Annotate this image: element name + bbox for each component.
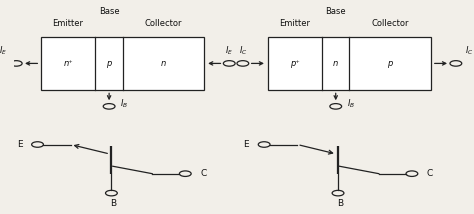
Text: $I_E$: $I_E$ — [0, 45, 7, 57]
Text: p⁺: p⁺ — [290, 59, 300, 68]
Text: C: C — [427, 169, 433, 178]
Text: B: B — [110, 199, 117, 208]
Text: E: E — [17, 140, 23, 149]
Text: n: n — [333, 59, 338, 68]
Text: $I_C$: $I_C$ — [238, 45, 247, 57]
Text: $I_B$: $I_B$ — [120, 98, 128, 110]
Text: $I_E$: $I_E$ — [225, 45, 233, 57]
Bar — [41, 37, 204, 90]
Text: Base: Base — [326, 7, 346, 16]
Text: Collector: Collector — [372, 19, 409, 28]
Text: $I_B$: $I_B$ — [347, 98, 355, 110]
Text: Collector: Collector — [145, 19, 182, 28]
Text: n: n — [161, 59, 166, 68]
Text: E: E — [244, 140, 249, 149]
Text: p: p — [387, 59, 393, 68]
Bar — [268, 37, 431, 90]
Text: p: p — [106, 59, 111, 68]
Text: $I_C$: $I_C$ — [465, 45, 474, 57]
Text: Base: Base — [99, 7, 119, 16]
Text: Emitter: Emitter — [279, 19, 310, 28]
Text: B: B — [337, 199, 343, 208]
Text: C: C — [200, 169, 207, 178]
Text: Emitter: Emitter — [53, 19, 83, 28]
Text: n⁺: n⁺ — [63, 59, 73, 68]
